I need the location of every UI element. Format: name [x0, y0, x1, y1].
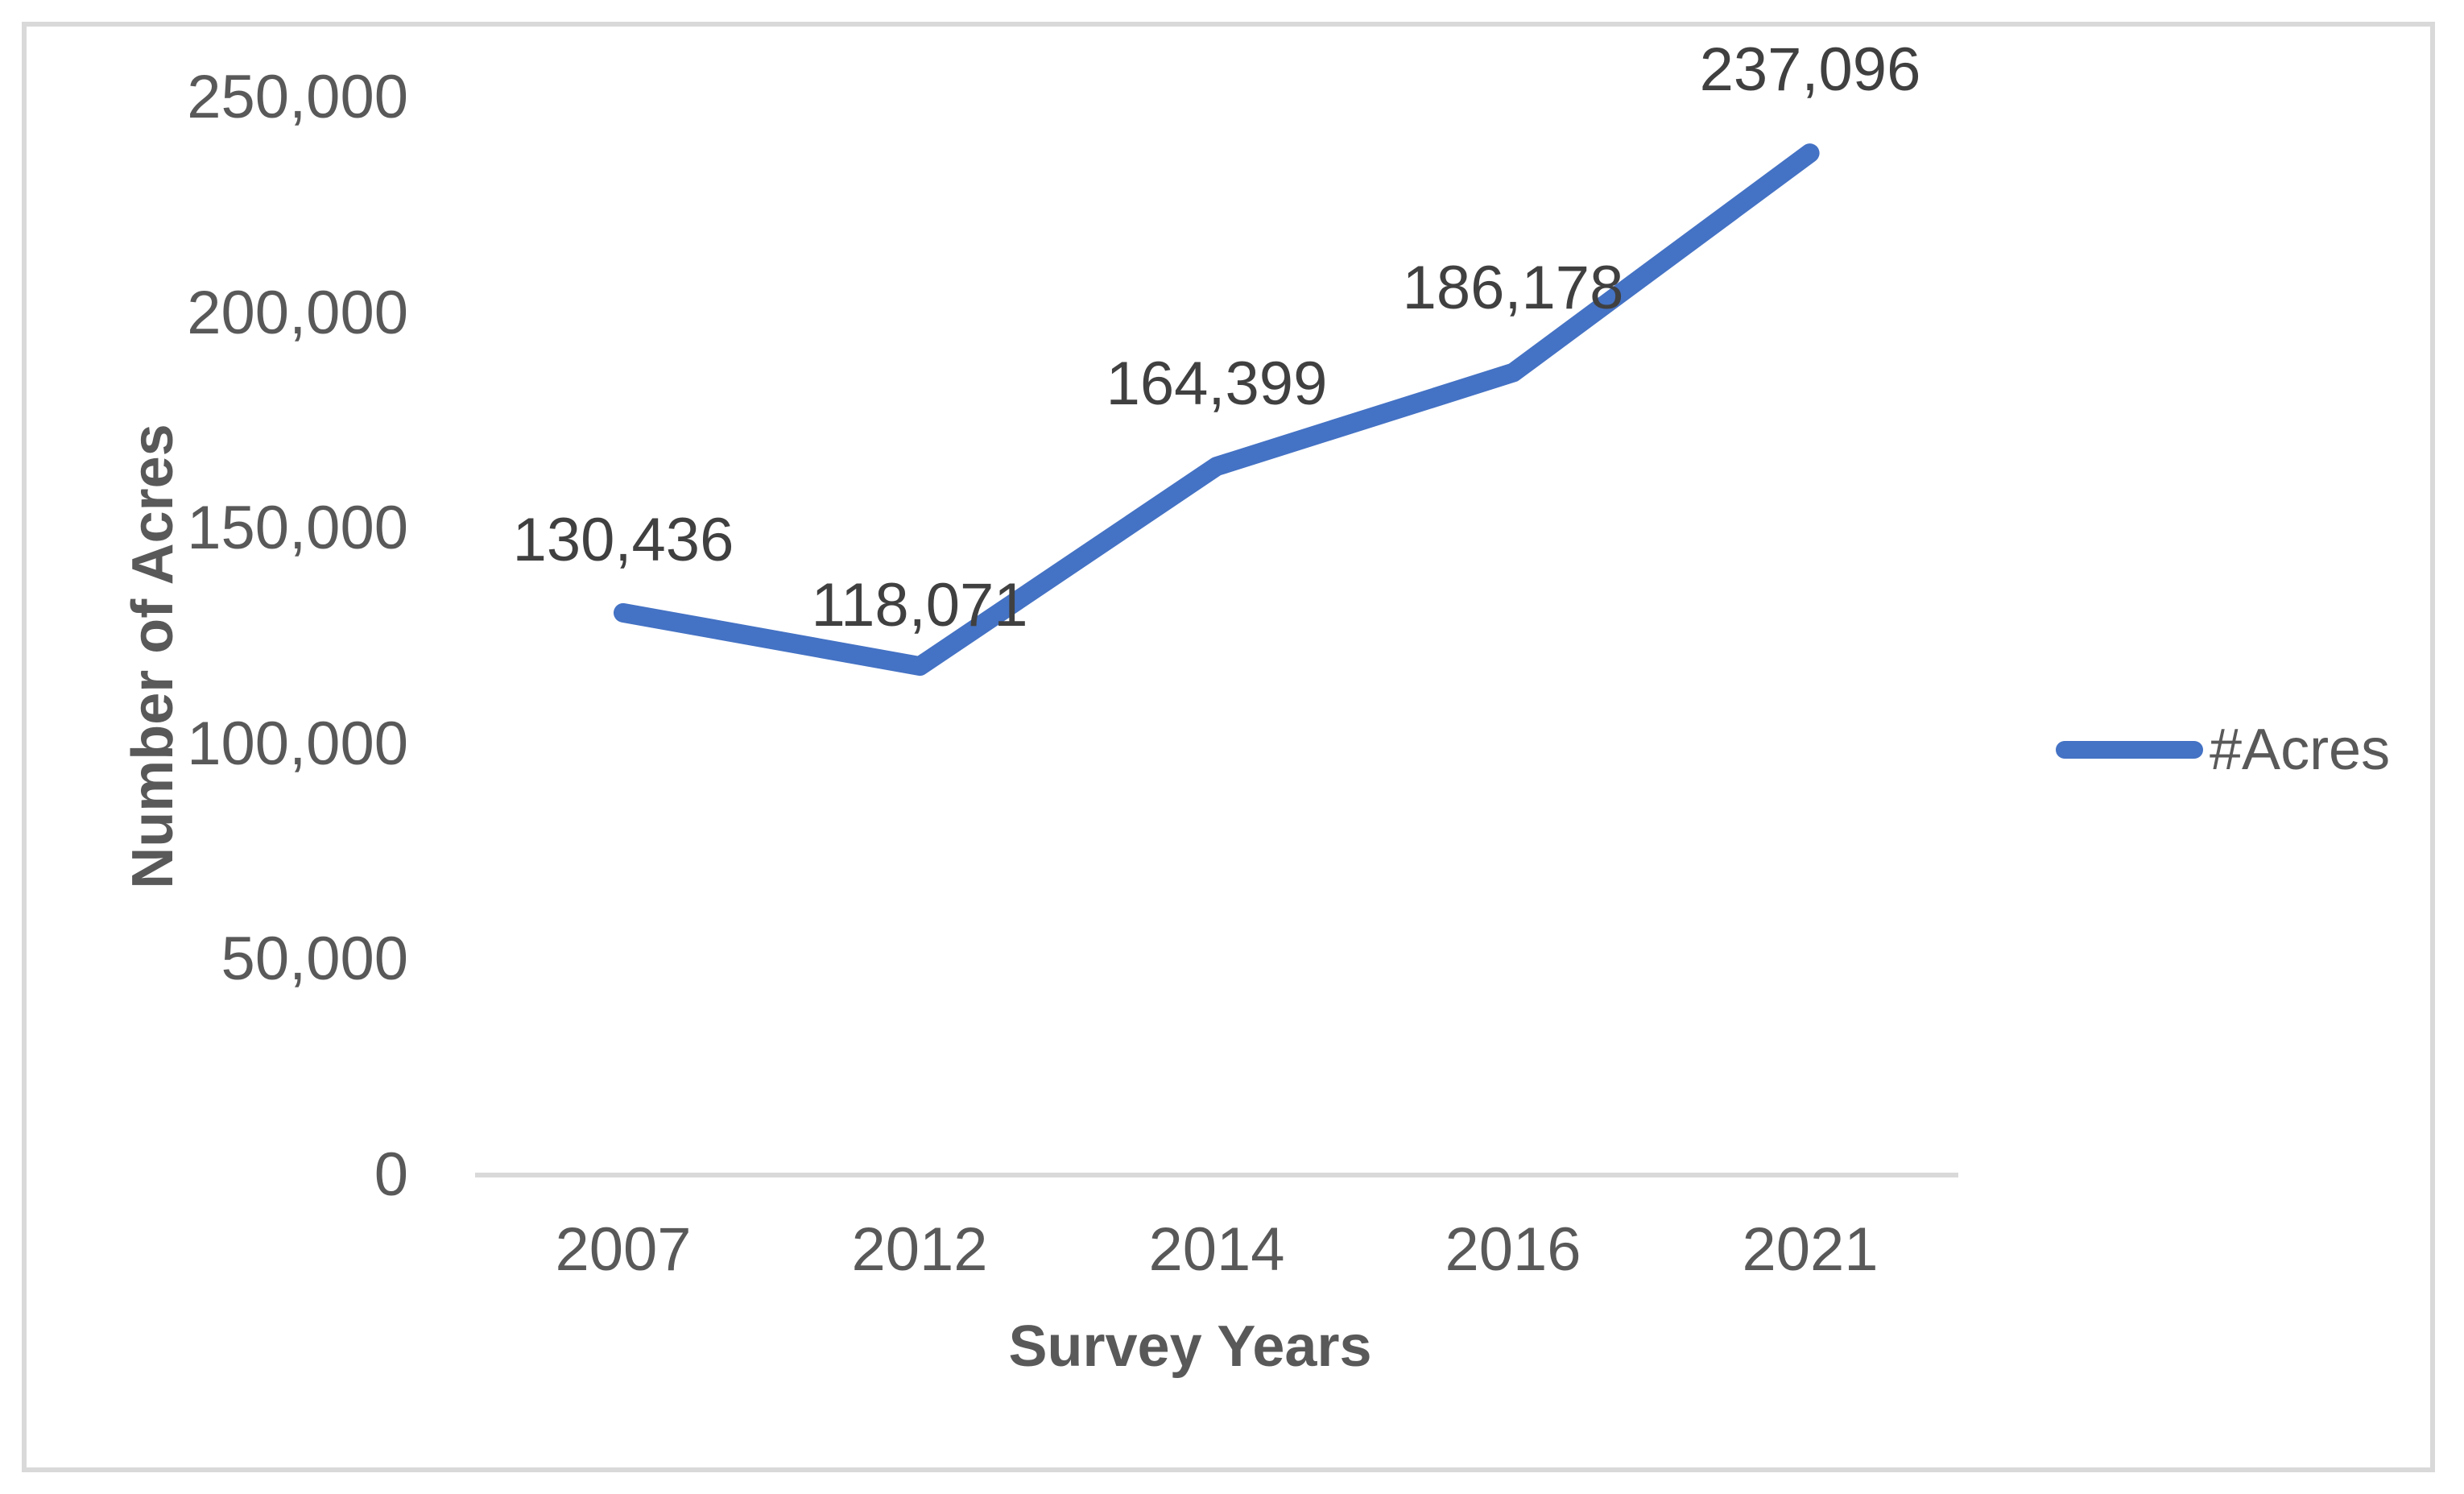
y-axis-tick-label: 200,000: [187, 279, 408, 347]
y-axis-title: Number of Acres: [121, 424, 185, 889]
chart-border: [22, 22, 2435, 1472]
y-axis-tick-label: 150,000: [187, 494, 408, 562]
y-axis-tick-label: 0: [374, 1140, 408, 1209]
y-axis-tick-label: 250,000: [187, 63, 408, 131]
legend-label: #Acres: [2210, 718, 2391, 782]
x-axis-tick-label: 2014: [1148, 1215, 1285, 1284]
x-axis-title: Survey Years: [1008, 1314, 1372, 1379]
data-label: 164,399: [1106, 350, 1328, 418]
y-axis-tick-label: 100,000: [187, 710, 408, 778]
x-axis-tick-label: 2021: [1742, 1215, 1879, 1284]
legend-line-swatch: [2056, 741, 2203, 759]
x-axis-tick-label: 2007: [555, 1215, 692, 1284]
x-axis-tick-label: 2012: [851, 1215, 988, 1284]
data-label: 237,096: [1699, 35, 1921, 104]
x-axis-tick-label: 2016: [1445, 1215, 1581, 1284]
acres-series-line: [614, 143, 1820, 677]
data-label: 130,436: [512, 506, 734, 574]
y-axis-tick-label: 50,000: [221, 925, 408, 993]
data-label: 118,071: [811, 571, 1028, 639]
data-label: 186,178: [1402, 254, 1624, 322]
